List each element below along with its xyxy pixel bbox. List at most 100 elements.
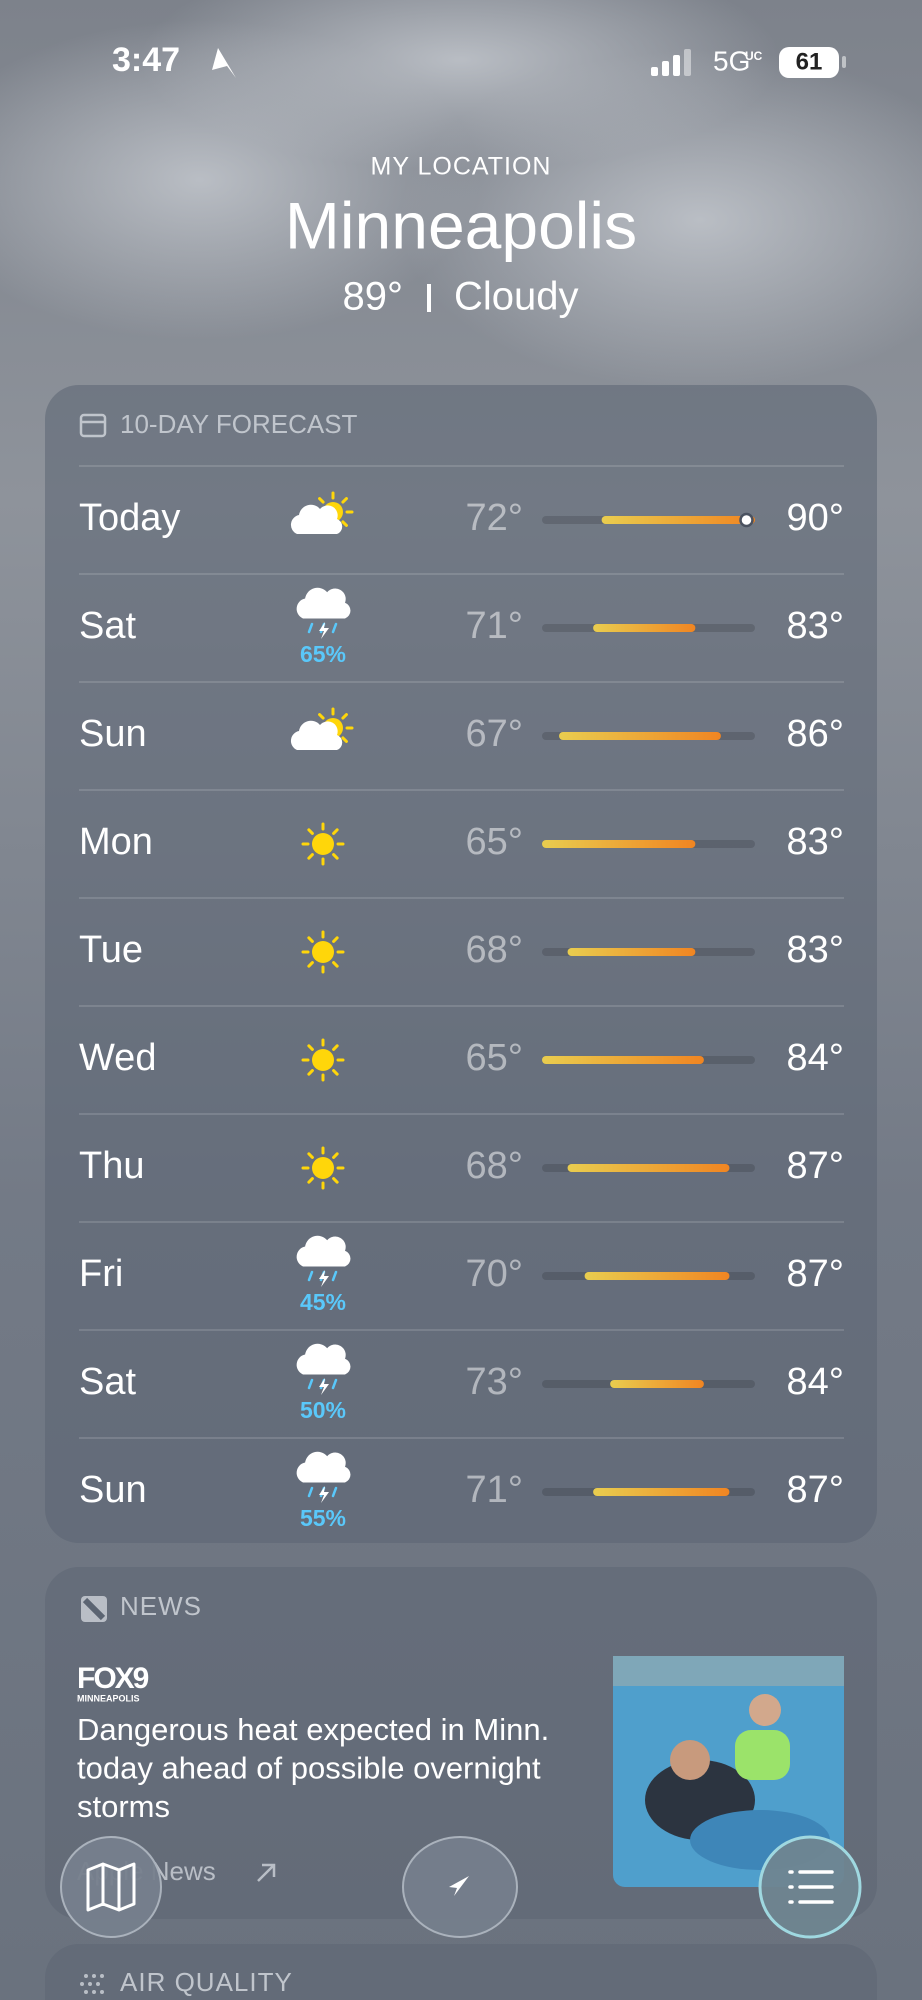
sun-ray [332, 1044, 339, 1051]
sun-ray [341, 713, 348, 720]
external-arrow [257, 1863, 276, 1882]
air-quality-icon [80, 1974, 104, 1994]
list-button[interactable] [758, 1835, 862, 1939]
cloud [296, 1451, 351, 1483]
weather-icon [301, 822, 345, 866]
precip-chance: 55% [300, 1505, 346, 1531]
temp-range-bar [593, 1488, 730, 1496]
rain [331, 1270, 338, 1282]
location-arrow [212, 48, 236, 78]
sun [312, 1157, 334, 1179]
sun [312, 941, 334, 963]
low-temp: 71° [466, 1469, 523, 1511]
weather-icon [296, 1343, 351, 1395]
precip-chance: 50% [300, 1397, 346, 1423]
day-label: Tue [79, 929, 143, 971]
high-temp: 84° [787, 1361, 844, 1403]
high-temp: 83° [787, 929, 844, 971]
day-label: Sun [79, 713, 147, 755]
sun-ray [332, 1177, 339, 1184]
forecast-rows: Today 72° 90° Sat 65% 71° 83° Sun 67° 86° Mon 65° 83… [79, 465, 844, 1531]
high-temp: 84° [787, 1037, 844, 1079]
weather-icon [290, 707, 354, 750]
rain [331, 622, 338, 634]
low-temp: 70° [466, 1253, 523, 1295]
weather-icon [296, 1235, 351, 1287]
air-quality-title: AIR QUALITY [120, 1967, 293, 1997]
location-button[interactable] [402, 1836, 518, 1938]
sun-ray [341, 736, 348, 743]
temp-range-bar [567, 1164, 730, 1172]
temp-range-bar [567, 948, 696, 956]
current-temperature: 89° [343, 275, 404, 319]
day-label: Sat [79, 1361, 136, 1403]
weather-icon [301, 1146, 345, 1190]
calendar-icon [79, 413, 107, 438]
sun-ray [307, 936, 314, 943]
rain [307, 1378, 314, 1390]
day-label: Wed [79, 1037, 156, 1079]
high-temp: 87° [787, 1469, 844, 1511]
low-temp: 65° [466, 821, 523, 863]
day-label: Fri [79, 1253, 123, 1295]
cloud [140, 0, 780, 170]
temp-range-bar [593, 624, 696, 632]
sun-ray [307, 853, 314, 860]
weather-icon [296, 587, 351, 639]
low-temp: 72° [466, 497, 523, 539]
weather-icon [290, 491, 354, 534]
high-temp: 83° [787, 821, 844, 863]
sun-ray [332, 1069, 339, 1076]
sun-ray [332, 828, 339, 835]
battery [779, 47, 839, 78]
headline-line: today ahead of possible overnight [77, 1751, 541, 1786]
low-temp: 68° [466, 929, 523, 971]
headline[interactable]: Dangerous heat expected in Minn. today ah… [77, 1712, 549, 1824]
headline-line: Dangerous heat expected in Minn. [77, 1712, 549, 1747]
temp-range-bar [601, 516, 755, 524]
rain [307, 622, 314, 634]
low-temp: 65° [466, 1037, 523, 1079]
sun-ray [318, 497, 325, 504]
news-title: NEWS [120, 1591, 202, 1621]
bolt [319, 1378, 329, 1395]
low-temp: 68° [466, 1145, 523, 1187]
temp-range-bar [542, 840, 696, 848]
news-image[interactable] [613, 1656, 844, 1887]
day-label: Thu [79, 1145, 144, 1187]
current-condition: Cloudy [454, 275, 579, 319]
precip-chance: 65% [300, 641, 346, 667]
cloud [296, 1235, 351, 1267]
map-button[interactable] [60, 1836, 162, 1938]
source-logo-sub: MINNEAPOLIS [77, 1693, 140, 1703]
sun-ray [332, 853, 339, 860]
low-temp: 71° [466, 605, 523, 647]
low-temp: 67° [466, 713, 523, 755]
air-quality-card[interactable] [45, 1944, 877, 2000]
high-temp: 87° [787, 1253, 844, 1295]
temp-range-bar [542, 1056, 704, 1064]
location-label: MY LOCATION [371, 153, 552, 181]
cloud [290, 720, 343, 750]
rain [331, 1486, 338, 1498]
sun-ray [318, 713, 325, 720]
precip-chance: 45% [300, 1289, 346, 1315]
battery-cap [842, 56, 846, 68]
weather-icon [296, 1451, 351, 1503]
current-temp-dot [739, 512, 754, 528]
status-time: 3:47 [112, 41, 180, 79]
high-temp: 87° [787, 1145, 844, 1187]
city-name: Minneapolis [285, 188, 637, 262]
temp-range-bar [610, 1380, 704, 1388]
rain [307, 1270, 314, 1282]
battery-level: 61 [796, 48, 823, 75]
bolt [319, 1486, 329, 1503]
day-label: Today [79, 497, 180, 539]
sun-ray [332, 1152, 339, 1159]
high-temp: 83° [787, 605, 844, 647]
bolt [319, 1270, 329, 1287]
day-label: Mon [79, 821, 153, 863]
weather-icon [301, 1038, 345, 1082]
